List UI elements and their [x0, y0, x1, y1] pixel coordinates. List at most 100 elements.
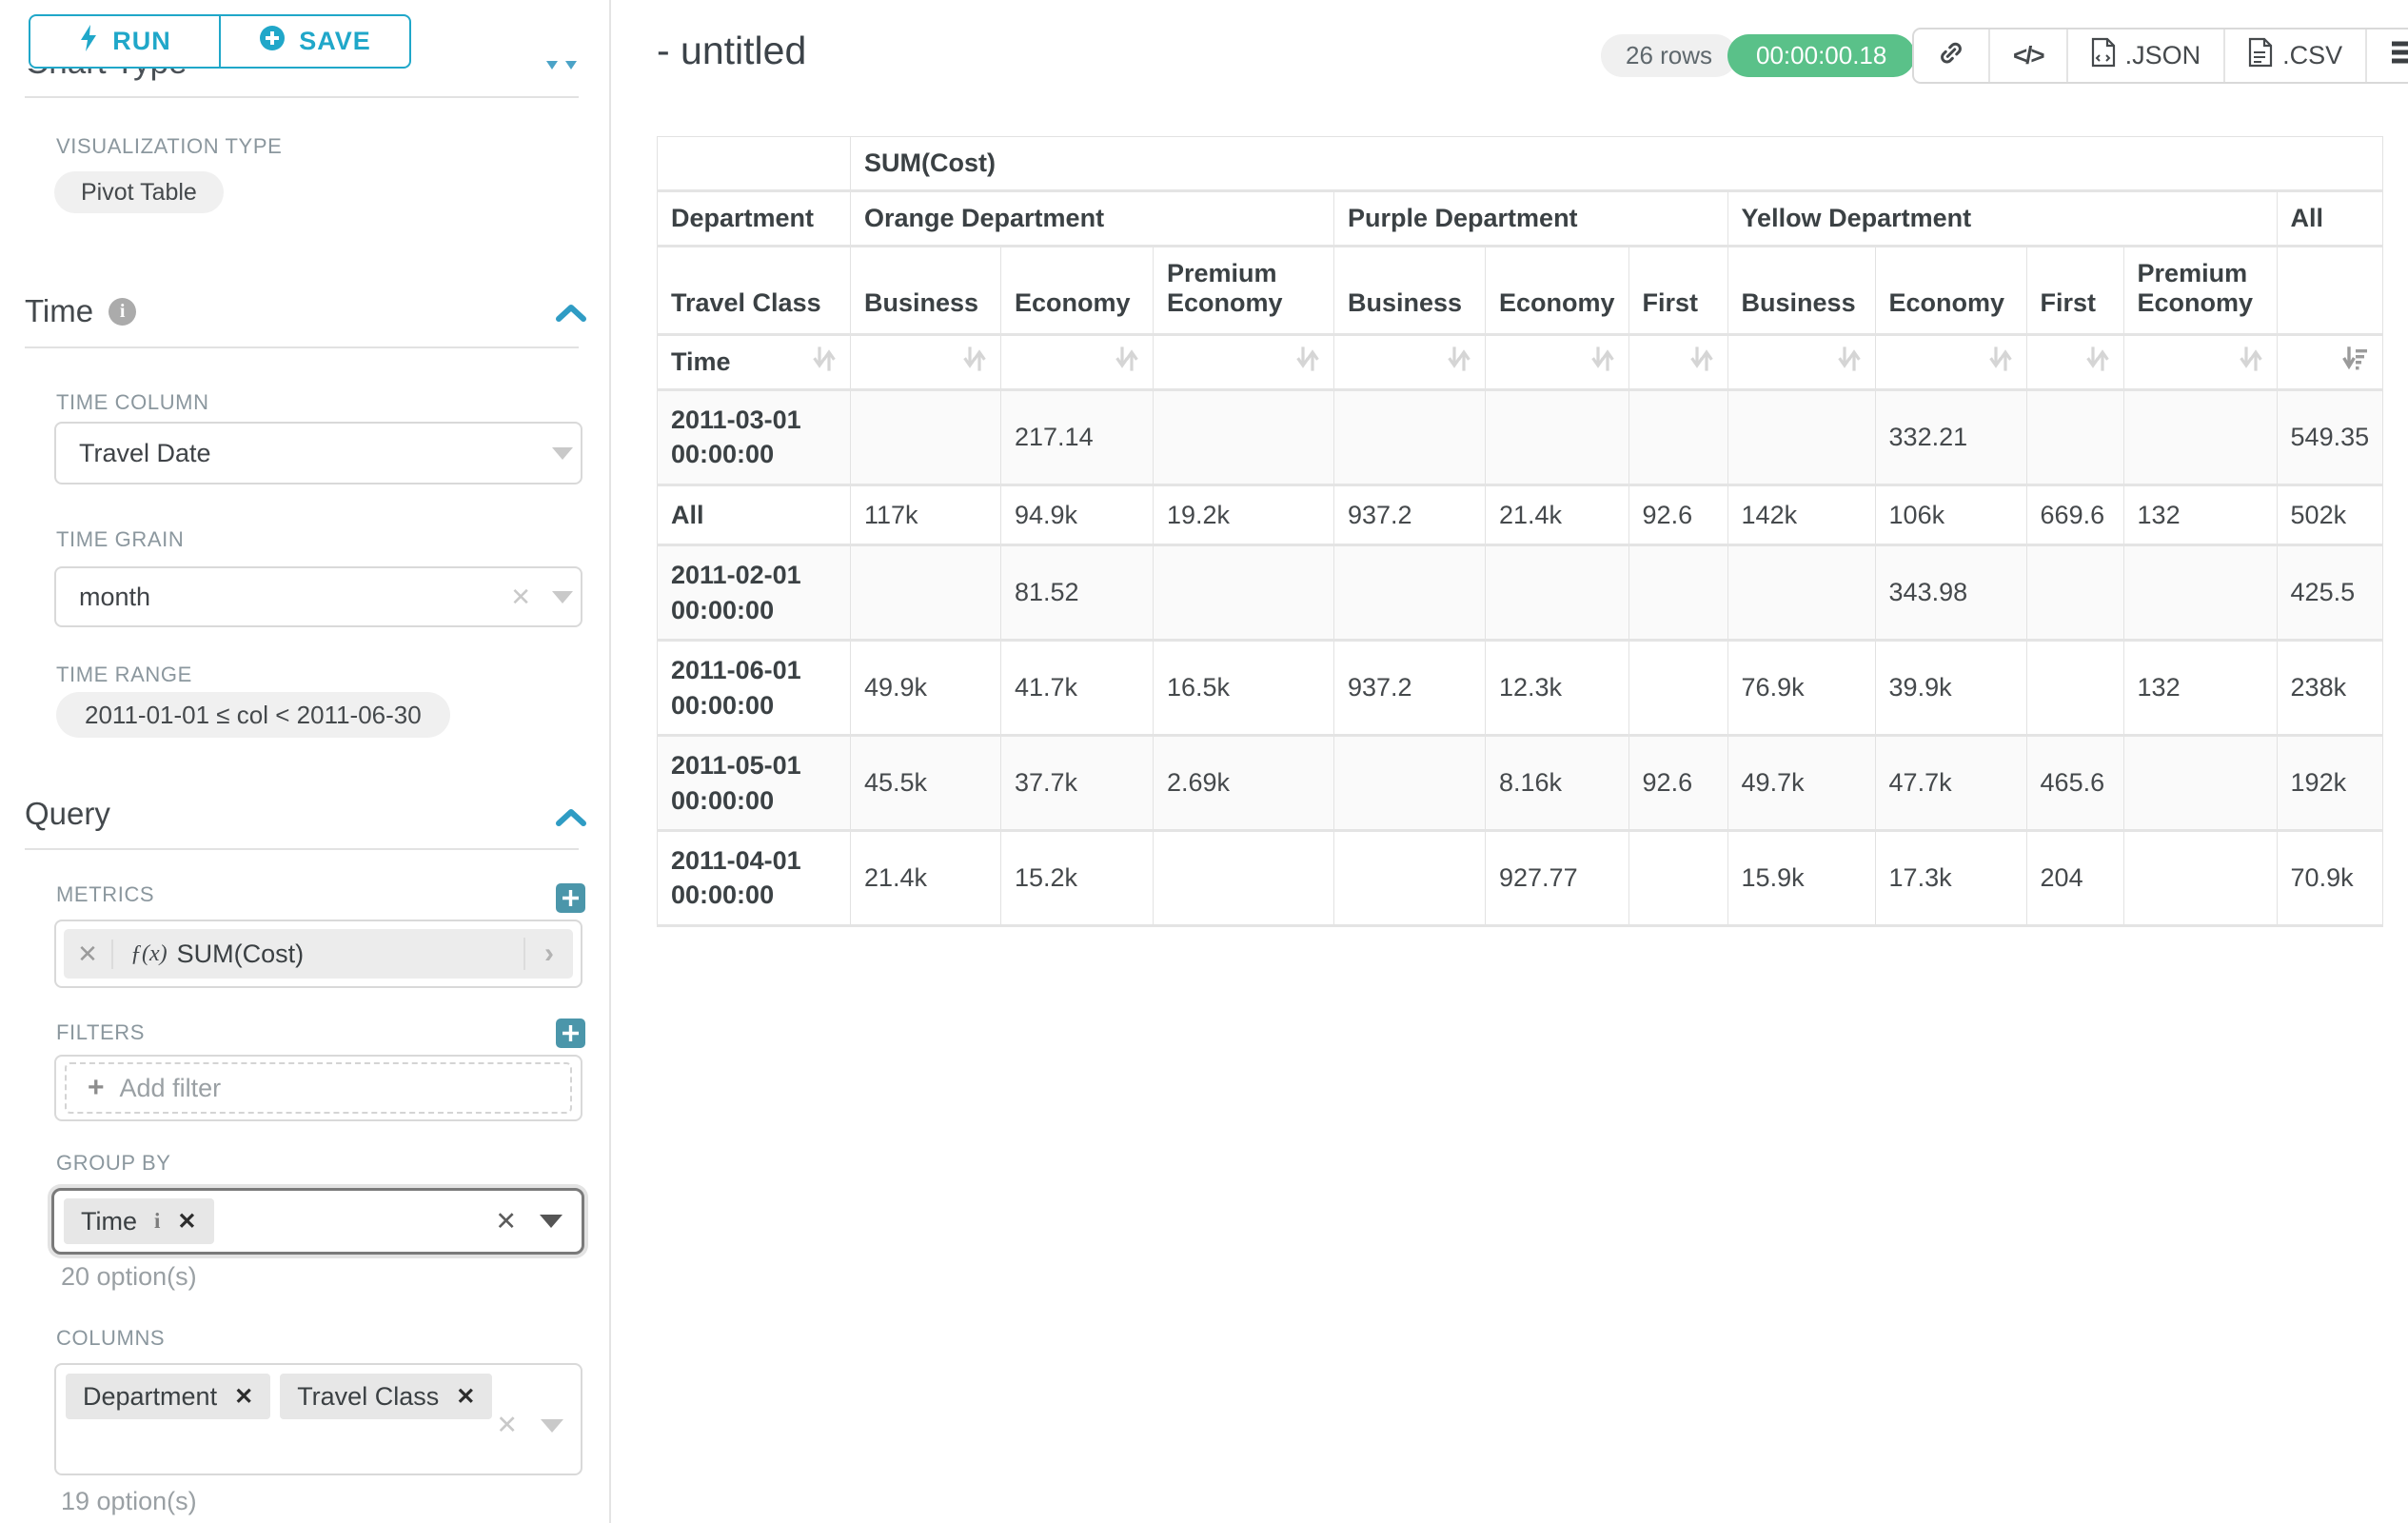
pivot-value-cell: 39.9k: [1875, 641, 2026, 736]
metric-pill[interactable]: ✕ ƒ(x) SUM(Cost) ›: [64, 929, 573, 979]
clear-icon[interactable]: ✕: [495, 1207, 517, 1236]
sort-cell[interactable]: [1727, 335, 1875, 390]
department-dimension-cell: Department: [658, 191, 851, 247]
travel-class-header: Business: [851, 247, 1001, 335]
pivot-value-cell: 47.7k: [1875, 736, 2026, 831]
pivot-value-cell: 17.3k: [1875, 830, 2026, 925]
add-metric-button[interactable]: [556, 883, 585, 913]
group-by-tag: Time i ✕: [64, 1198, 214, 1244]
divider: [25, 848, 579, 850]
add-filter-button[interactable]: + Add filter: [65, 1062, 572, 1114]
expand-metric-icon[interactable]: ›: [523, 938, 573, 970]
travel-class-header: First: [1628, 247, 1727, 335]
columns-select[interactable]: Department ✕ Travel Class ✕ ✕: [54, 1363, 582, 1475]
menu-button[interactable]: [2367, 30, 2408, 82]
sort-cell[interactable]: [1628, 335, 1727, 390]
remove-tag-icon[interactable]: ✕: [177, 1208, 196, 1236]
department-group-header: Orange Department: [851, 191, 1334, 247]
metrics-control: ✕ ƒ(x) SUM(Cost) ›: [54, 920, 582, 988]
add-filter-plus-button[interactable]: [556, 1019, 585, 1048]
time-dimension-sort-cell[interactable]: Time: [658, 335, 851, 390]
department-group-header: All: [2277, 191, 2383, 247]
pivot-value-cell: [1154, 830, 1334, 925]
pivot-value-cell: [1334, 830, 1486, 925]
sort-cell[interactable]: [2026, 335, 2123, 390]
travel-class-header: First: [2026, 247, 2123, 335]
pivot-value-cell: [851, 390, 1001, 485]
chart-title[interactable]: - untitled: [657, 29, 806, 73]
pivot-value-cell: 106k: [1875, 485, 2026, 544]
travel-class-header: Business: [1334, 247, 1486, 335]
pivot-value-cell: 2.69k: [1154, 736, 1334, 831]
pivot-table-container: SUM(Cost)DepartmentOrange DepartmentPurp…: [657, 136, 2383, 927]
sort-cell[interactable]: [1486, 335, 1629, 390]
travel-class-header: Premium Economy: [1154, 247, 1334, 335]
clear-icon[interactable]: ✕: [496, 1411, 518, 1440]
time-grain-select[interactable]: month ✕: [54, 566, 582, 627]
sort-icon: [1590, 345, 1615, 380]
sort-icon: [962, 345, 987, 380]
plus-icon: +: [88, 1072, 105, 1104]
copy-link-button[interactable]: [1914, 30, 1990, 82]
chevron-down-icon[interactable]: [540, 1215, 563, 1228]
sort-cell[interactable]: [1334, 335, 1486, 390]
sort-icon: [2085, 345, 2110, 380]
pivot-value-cell: [851, 545, 1001, 641]
pivot-value-cell: 204: [2026, 830, 2123, 925]
sort-cell[interactable]: [1875, 335, 2026, 390]
control-panel-sidebar: Chart Type RUN SAVE VISUALIZATION TY: [0, 0, 609, 1523]
visualization-type-label: VISUALIZATION TYPE: [56, 134, 282, 159]
sort-cell[interactable]: [2123, 335, 2277, 390]
scroll-peek-dot: [546, 61, 558, 69]
pivot-value-cell: [1727, 545, 1875, 641]
run-button[interactable]: RUN: [29, 14, 220, 69]
superset-explore-view: Chart Type RUN SAVE VISUALIZATION TY: [0, 0, 2408, 1523]
lightning-icon: [78, 24, 99, 59]
pivot-value-cell: 16.5k: [1154, 641, 1334, 736]
pivot-value-cell: 192k: [2277, 736, 2383, 831]
time-grain-label: TIME GRAIN: [56, 527, 184, 552]
pivot-value-cell: 81.52: [1001, 545, 1154, 641]
save-button[interactable]: SAVE: [220, 14, 411, 69]
export-json-button[interactable]: .JSON: [2068, 30, 2226, 82]
remove-tag-icon[interactable]: ✕: [234, 1383, 253, 1411]
chevron-up-icon[interactable]: [556, 807, 586, 828]
function-icon: ƒ(x): [130, 941, 168, 967]
columns-tag: Travel Class ✕: [280, 1374, 492, 1419]
group-by-select[interactable]: Time i ✕ ✕: [51, 1188, 584, 1255]
clear-icon[interactable]: ✕: [510, 583, 531, 612]
pivot-value-cell: 502k: [2277, 485, 2383, 544]
pivot-value-cell: [1334, 545, 1486, 641]
corner-cell: [658, 137, 851, 191]
time-range-pill[interactable]: 2011-01-01 ≤ col < 2011-06-30: [56, 692, 450, 738]
sort-cell[interactable]: [1154, 335, 1334, 390]
sort-desc-active-cell[interactable]: [2277, 335, 2383, 390]
divider: [25, 346, 579, 348]
time-column-label: TIME COLUMN: [56, 390, 209, 415]
chevron-up-icon[interactable]: [556, 303, 586, 324]
sort-cell[interactable]: [1001, 335, 1154, 390]
pivot-value-cell: [1628, 641, 1727, 736]
metric-header-cell: SUM(Cost): [851, 137, 2383, 191]
pivot-table: SUM(Cost)DepartmentOrange DepartmentPurp…: [657, 136, 2383, 927]
columns-options-hint: 19 option(s): [61, 1487, 197, 1516]
pivot-value-cell: [2123, 736, 2277, 831]
pivot-value-cell: [2123, 545, 2277, 641]
sort-cell[interactable]: [851, 335, 1001, 390]
pivot-value-cell: 8.16k: [1486, 736, 1629, 831]
pivot-value-cell: 142k: [1727, 485, 1875, 544]
visualization-type-pill[interactable]: Pivot Table: [54, 171, 224, 213]
row-header-cell: 2011-04-01 00:00:00: [658, 830, 851, 925]
pivot-value-cell: 92.6: [1628, 736, 1727, 831]
chevron-down-icon[interactable]: [541, 1419, 563, 1433]
remove-metric-icon[interactable]: ✕: [64, 940, 113, 969]
time-column-select[interactable]: Travel Date: [54, 422, 582, 485]
export-csv-button[interactable]: .CSV: [2225, 30, 2367, 82]
travel-class-header: Economy: [1875, 247, 2026, 335]
remove-tag-icon[interactable]: ✕: [456, 1383, 475, 1411]
embed-code-button[interactable]: </>: [1990, 30, 2068, 82]
pivot-value-cell: 49.9k: [851, 641, 1001, 736]
pivot-value-cell: 343.98: [1875, 545, 2026, 641]
travel-class-header: Business: [1727, 247, 1875, 335]
pivot-value-cell: 669.6: [2026, 485, 2123, 544]
